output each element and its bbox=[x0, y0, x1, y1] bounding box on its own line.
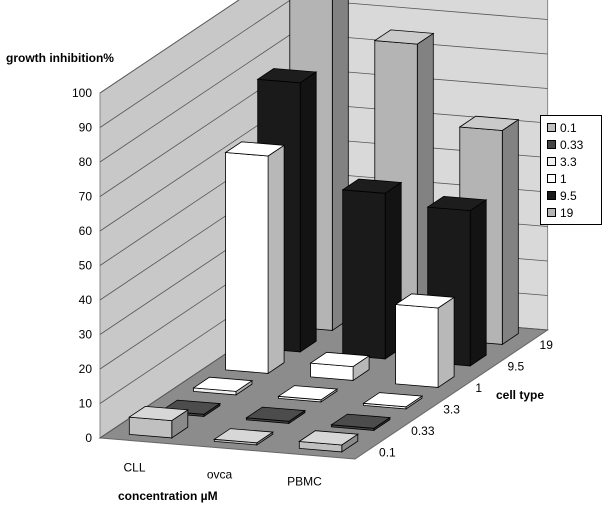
tick-labels: 0 10 20 30 40 50 60 70 80 90 100 CLL ovca PBMC 0.1 0.33… bbox=[72, 86, 553, 489]
y-tick-label: 30 bbox=[79, 328, 93, 342]
y-tick-label: 50 bbox=[79, 259, 93, 273]
bar bbox=[277, 385, 339, 403]
x-axis-title: concentration µM bbox=[118, 489, 218, 503]
legend-item: 19 bbox=[547, 204, 601, 221]
y-tick-label: 100 bbox=[72, 86, 92, 100]
legend-label: 0.1 bbox=[560, 120, 577, 135]
legend-label: 9.5 bbox=[560, 188, 577, 203]
legend-label: 1 bbox=[560, 171, 567, 186]
bar bbox=[192, 376, 254, 396]
legend-swatch bbox=[547, 191, 556, 200]
bar bbox=[330, 413, 392, 432]
y-tick-label: 20 bbox=[79, 362, 93, 376]
y-tick-label: 80 bbox=[79, 155, 93, 169]
y-tick-label: 10 bbox=[79, 397, 93, 411]
x-tick-label: ovca bbox=[207, 468, 233, 482]
legend-label: 3.3 bbox=[560, 154, 577, 169]
legend-label: 0.33 bbox=[560, 137, 584, 152]
y-tick-label: 90 bbox=[79, 121, 93, 135]
z-tick-label: 3.3 bbox=[443, 402, 460, 416]
y-tick-label: 0 bbox=[85, 431, 92, 445]
bar bbox=[298, 430, 359, 453]
y-gridline bbox=[99, 0, 240, 94]
x-tick-label: PBMC bbox=[287, 475, 322, 489]
bar bbox=[394, 293, 456, 389]
bar bbox=[309, 351, 371, 382]
z-tick-label: 1 bbox=[475, 381, 482, 395]
legend-swatch bbox=[547, 208, 556, 217]
z-tick-label: 0.33 bbox=[411, 424, 435, 438]
bar bbox=[213, 428, 274, 446]
legend-item: 0.1 bbox=[547, 119, 601, 136]
legend-swatch bbox=[547, 123, 556, 132]
legend-item: 9.5 bbox=[547, 187, 601, 204]
legend-swatch bbox=[547, 157, 556, 166]
y-gridline bbox=[99, 0, 548, 128]
y-tick-label: 60 bbox=[79, 224, 93, 238]
z-tick-label: 19 bbox=[540, 338, 554, 352]
legend-item: 0.33 bbox=[547, 136, 601, 153]
y-axis-title: growth inhibition% bbox=[6, 51, 114, 65]
legend-swatch bbox=[547, 174, 556, 183]
bar bbox=[362, 392, 424, 410]
bars bbox=[128, 0, 520, 453]
legend-item: 3.3 bbox=[547, 153, 601, 170]
z-tick-label: 9.5 bbox=[507, 359, 524, 373]
bar bbox=[224, 141, 286, 375]
z-tick-label: 0.1 bbox=[379, 445, 396, 459]
z-axis-title: cell type bbox=[496, 388, 544, 402]
bar bbox=[245, 406, 307, 425]
legend-swatch bbox=[547, 140, 556, 149]
y-tick-label: 70 bbox=[79, 190, 93, 204]
x-tick-label: CLL bbox=[123, 461, 145, 475]
y-tick-label: 40 bbox=[79, 293, 93, 307]
legend-item: 1 bbox=[547, 170, 601, 187]
legend-label: 19 bbox=[560, 205, 574, 220]
legend: 0.1 0.33 3.3 1 9.5 19 bbox=[540, 115, 602, 225]
bar bbox=[341, 178, 403, 360]
bar bbox=[128, 405, 189, 439]
